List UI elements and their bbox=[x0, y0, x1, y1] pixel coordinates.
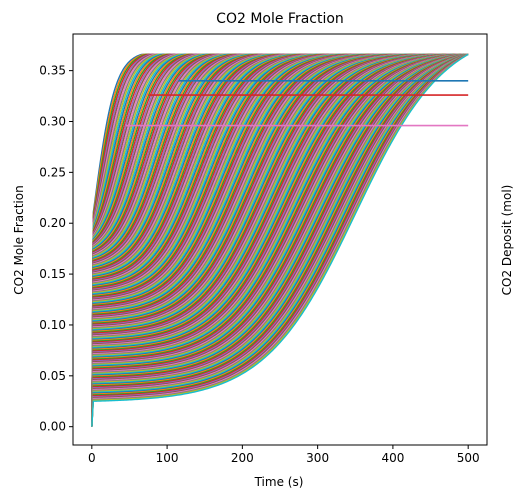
series-line bbox=[91, 53, 469, 427]
series-line bbox=[91, 53, 469, 427]
series-line bbox=[91, 53, 469, 427]
x-tick-label: 200 bbox=[231, 451, 254, 465]
series-line bbox=[91, 53, 469, 427]
series-line bbox=[91, 53, 469, 427]
series-line bbox=[91, 53, 469, 427]
series-line bbox=[91, 53, 469, 427]
y-tick-label: 0.05 bbox=[39, 369, 66, 383]
chart-title: CO2 Mole Fraction bbox=[216, 11, 344, 27]
series-line bbox=[91, 53, 469, 427]
series-line bbox=[91, 53, 469, 427]
right-y-axis-label: CO2 Deposit (mol) bbox=[500, 185, 514, 296]
series-line bbox=[91, 53, 469, 427]
series-line bbox=[91, 53, 469, 427]
y-axis-ticks: 0.00 0.05 0.10 0.15 0.20 0.25 0.30 0.35 bbox=[39, 64, 73, 434]
y-tick-label: 0.25 bbox=[39, 165, 66, 179]
y-tick-label: 0.15 bbox=[39, 267, 66, 281]
series-line bbox=[91, 53, 469, 427]
series-line bbox=[91, 53, 469, 427]
series-line bbox=[91, 53, 469, 427]
series-line bbox=[91, 53, 469, 427]
series-line bbox=[91, 53, 469, 427]
y-tick-label: 0.35 bbox=[39, 64, 66, 78]
series-line bbox=[91, 53, 469, 427]
series-line bbox=[91, 53, 469, 427]
y-tick-label: 0.20 bbox=[39, 216, 66, 230]
y-tick-label: 0.10 bbox=[39, 318, 66, 332]
series-line bbox=[91, 53, 469, 427]
series-line bbox=[91, 53, 469, 427]
series-line bbox=[91, 53, 469, 427]
y-tick-label: 0.00 bbox=[39, 420, 66, 434]
series-line bbox=[91, 53, 469, 427]
series-lines bbox=[91, 53, 469, 427]
x-tick-label: 400 bbox=[381, 451, 404, 465]
series-line bbox=[91, 53, 469, 427]
series-line bbox=[91, 53, 469, 427]
x-axis-ticks: 0 100 200 300 400 500 bbox=[88, 445, 480, 465]
series-line bbox=[91, 53, 469, 427]
series-line bbox=[91, 53, 469, 427]
x-axis-label: Time (s) bbox=[254, 475, 304, 489]
series-line bbox=[91, 53, 469, 427]
series-line bbox=[91, 53, 469, 427]
series-line bbox=[91, 53, 469, 427]
series-line bbox=[91, 53, 469, 427]
x-tick-label: 100 bbox=[156, 451, 179, 465]
x-tick-label: 500 bbox=[457, 451, 480, 465]
plot-frame bbox=[72, 33, 488, 446]
series-line bbox=[91, 53, 469, 427]
series-line bbox=[91, 53, 469, 427]
series-line bbox=[91, 53, 469, 427]
x-tick-label: 300 bbox=[306, 451, 329, 465]
series-line bbox=[91, 53, 469, 427]
series-line bbox=[91, 53, 469, 427]
y-tick-label: 0.30 bbox=[39, 114, 66, 128]
series-line bbox=[91, 53, 469, 427]
x-tick-label: 0 bbox=[88, 451, 96, 465]
series-line bbox=[91, 53, 469, 427]
y-axis-label: CO2 Mole Fraction bbox=[12, 185, 26, 294]
